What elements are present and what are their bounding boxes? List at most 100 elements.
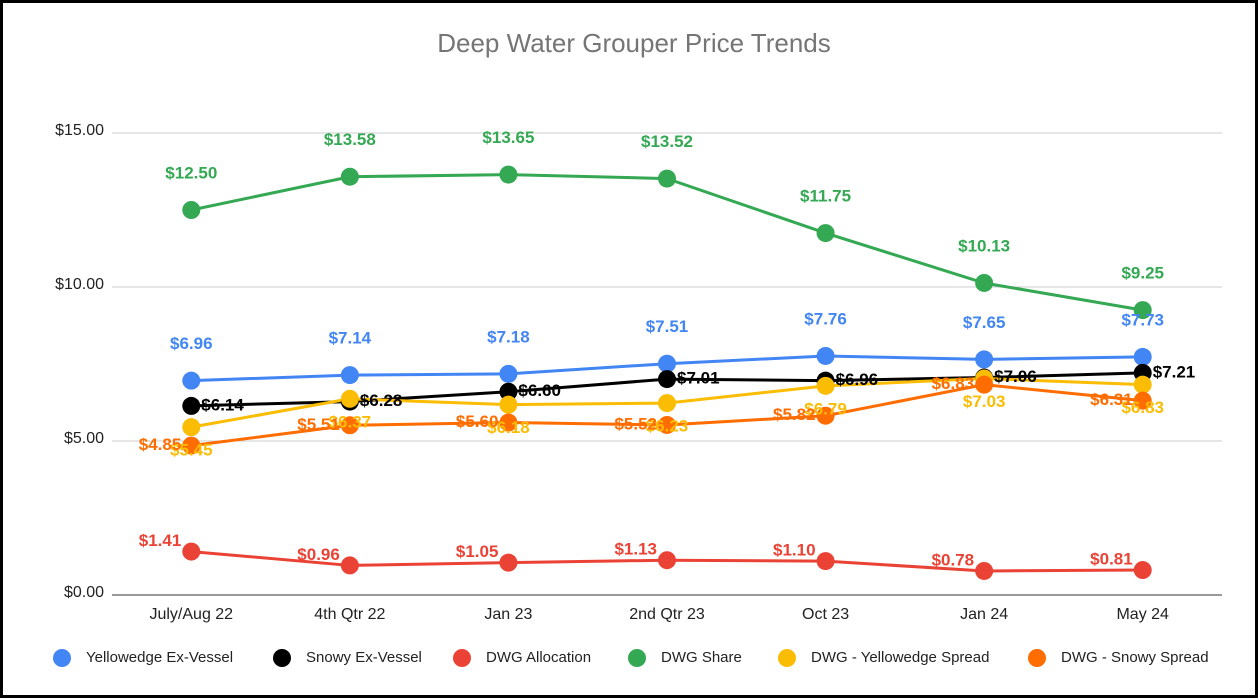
data-label: $6.60 (518, 381, 561, 400)
data-label: $7.03 (963, 392, 1006, 411)
data-label: $6.18 (487, 418, 530, 437)
data-label: $6.96 (170, 334, 213, 353)
data-label: $6.28 (360, 391, 403, 410)
data-point (182, 418, 201, 437)
x-tick-label: Jan 23 (484, 606, 532, 623)
data-point (658, 415, 676, 434)
data-label: $5.60 (456, 412, 499, 431)
data-label: $7.76 (804, 309, 847, 328)
data-point (1133, 561, 1152, 580)
y-tick-label: $5.00 (64, 430, 104, 447)
data-point (182, 371, 201, 390)
x-tick-label: July/Aug 22 (149, 606, 233, 623)
data-point (658, 370, 676, 389)
legend-label: DWG - Snowy Spread (1061, 649, 1209, 666)
data-label: $11.75 (800, 187, 851, 206)
data-point (975, 350, 994, 369)
data-label: $0.96 (297, 545, 340, 564)
data-point (182, 396, 201, 415)
data-label: $1.13 (614, 540, 657, 559)
data-point (499, 382, 518, 401)
data-point (340, 366, 359, 385)
data-label: $1.41 (139, 531, 182, 550)
data-point (499, 364, 518, 383)
data-label: $5.45 (170, 441, 213, 460)
data-label: $6.37 (329, 412, 372, 431)
legend-label: DWG Allocation (486, 649, 591, 666)
data-label: $6.14 (201, 395, 244, 414)
data-label: $7.01 (677, 369, 720, 388)
y-tick-label: $15.00 (55, 122, 104, 139)
data-point (975, 273, 994, 292)
data-point (816, 224, 835, 243)
data-label: $6.96 (836, 370, 879, 389)
x-tick-label: Jan 24 (960, 606, 1008, 623)
legend-marker (1028, 649, 1046, 667)
data-label: $5.82 (773, 405, 816, 424)
legend-marker (778, 649, 796, 667)
data-point (182, 542, 201, 561)
data-label: $1.05 (456, 542, 499, 561)
data-label: $9.25 (1121, 264, 1164, 283)
data-label: $6.23 (646, 417, 689, 436)
data-point (816, 376, 835, 395)
data-point (340, 389, 359, 408)
data-label: $12.50 (165, 163, 217, 182)
data-label: $5.51 (297, 415, 340, 434)
legend-label: DWG - Yellowedge Spread (811, 649, 989, 666)
chart-title: Deep Water Grouper Price Trends (437, 28, 831, 58)
data-point (499, 553, 518, 572)
data-point (499, 413, 518, 432)
y-tick-label: $0.00 (64, 584, 104, 601)
data-point (816, 552, 835, 571)
data-point (816, 346, 835, 365)
data-label: $6.83 (1121, 398, 1164, 417)
data-label: $0.81 (1090, 550, 1133, 569)
data-point (340, 416, 359, 435)
data-point (1133, 301, 1152, 320)
data-label: $10.13 (958, 236, 1010, 255)
data-point (1133, 375, 1152, 394)
data-label: $0.78 (932, 550, 975, 569)
data-label: $7.18 (487, 327, 530, 346)
legend-marker (273, 649, 291, 667)
data-point (499, 395, 518, 414)
legend-marker (453, 649, 471, 667)
data-point (340, 556, 359, 575)
data-point (658, 394, 676, 413)
data-point (499, 165, 518, 184)
data-label: $7.65 (963, 313, 1006, 332)
data-point (340, 167, 359, 186)
data-point (182, 201, 201, 219)
data-label: $7.73 (1121, 310, 1164, 329)
data-label: $7.21 (1153, 362, 1196, 381)
data-label: $7.06 (994, 367, 1037, 386)
legend-label: Yellowedge Ex-Vessel (86, 649, 233, 666)
data-point (816, 406, 835, 425)
x-tick-label: May 24 (1116, 606, 1169, 623)
data-label: $13.65 (482, 128, 534, 147)
x-tick-label: 4th Qtr 22 (314, 606, 385, 623)
x-tick-label: Oct 23 (802, 606, 849, 623)
data-label: $13.52 (641, 132, 693, 151)
x-tick-label: 2nd Qtr 23 (629, 606, 705, 623)
data-point (182, 436, 201, 455)
data-point (658, 169, 676, 188)
data-point (975, 561, 994, 580)
data-label: $6.31 (1090, 390, 1133, 409)
data-point (1133, 391, 1152, 410)
legend-marker (628, 649, 646, 667)
legend-marker (53, 649, 71, 667)
data-label: $1.10 (773, 541, 816, 560)
legend-label: DWG Share (661, 649, 742, 666)
data-label: $13.58 (324, 130, 376, 149)
data-label: $4.85 (139, 435, 182, 454)
data-point (975, 375, 994, 394)
data-label: $6.79 (804, 399, 847, 418)
data-label: $6.83 (932, 374, 975, 393)
data-point (658, 354, 676, 373)
data-point (1133, 347, 1152, 366)
y-tick-label: $10.00 (55, 276, 104, 293)
